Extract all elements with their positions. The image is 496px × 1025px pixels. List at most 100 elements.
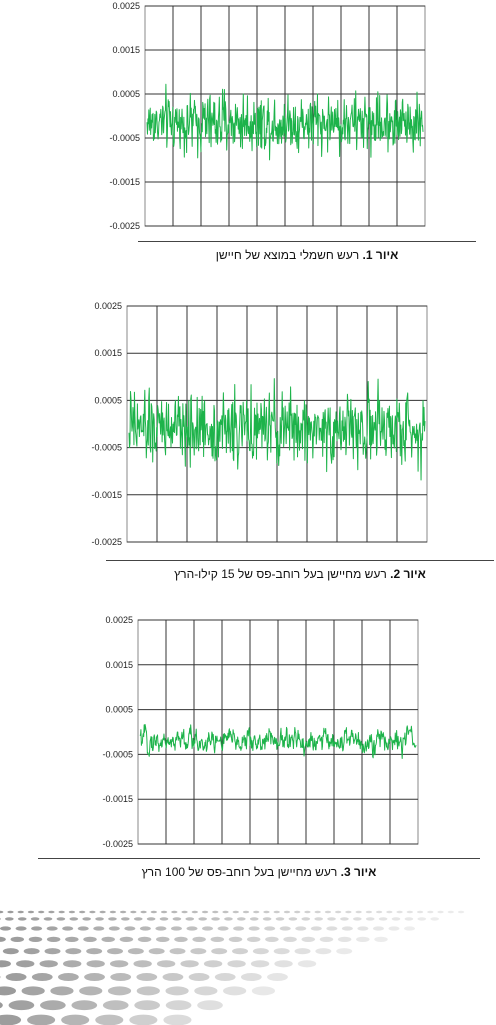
figure-1-caption-text: רעש חשמלי במוצא של חיישן xyxy=(215,248,363,262)
figure-1-rule xyxy=(138,241,476,242)
decor-dot xyxy=(314,910,321,914)
decor-dot xyxy=(4,917,14,921)
decor-dot xyxy=(275,917,285,921)
decor-dot xyxy=(63,960,82,968)
decor-dot xyxy=(17,917,27,921)
decor-dot xyxy=(192,936,206,942)
decorative-dot-pattern xyxy=(0,910,465,1025)
decor-dot xyxy=(21,986,45,996)
decor-dot xyxy=(217,926,229,931)
decor-dot xyxy=(353,917,362,921)
decor-dot xyxy=(40,1000,66,1011)
decor-dot xyxy=(71,1000,98,1011)
figure-3-caption-lead: איור 3. xyxy=(340,865,377,879)
decor-dot xyxy=(121,917,130,921)
decor-dot xyxy=(203,960,223,968)
decor-dot xyxy=(403,926,416,931)
decor-dot xyxy=(89,910,96,914)
decor-dot xyxy=(50,986,74,996)
decor-dot xyxy=(163,1014,192,1025)
decor-dot xyxy=(69,917,79,921)
decor-dot xyxy=(39,960,58,968)
decor-dot xyxy=(211,948,228,955)
y-tick-label: -0.0015 xyxy=(91,490,122,500)
decor-dot xyxy=(171,910,178,914)
decor-dot xyxy=(136,973,158,982)
decor-dot xyxy=(406,910,413,914)
decor-dot xyxy=(0,917,1,920)
decor-dot xyxy=(310,926,322,931)
decor-dot xyxy=(107,986,132,996)
decor-dot xyxy=(201,910,209,914)
decor-dot xyxy=(233,926,245,931)
decor-dot xyxy=(273,948,290,955)
decor-dot xyxy=(38,910,45,914)
decor-dot xyxy=(417,917,427,921)
decor-dot xyxy=(427,910,434,914)
decor-dot xyxy=(8,1000,35,1011)
decor-dot xyxy=(174,936,188,942)
decor-dot xyxy=(7,910,14,914)
decor-dot xyxy=(211,917,220,921)
decor-dot xyxy=(93,926,105,931)
decor-dot xyxy=(17,910,24,914)
decor-dot xyxy=(378,917,388,921)
decor-dot xyxy=(146,917,156,921)
decor-dot xyxy=(340,917,349,921)
decor-dot xyxy=(0,910,4,914)
decor-dot xyxy=(336,948,353,955)
decor-dot xyxy=(82,917,91,921)
decor-dot xyxy=(160,910,168,914)
decor-dot xyxy=(148,948,165,955)
figure-1-caption-lead: איור 1. xyxy=(362,248,399,262)
decor-dot xyxy=(155,926,167,931)
decor-dot xyxy=(109,960,129,968)
decor-dot xyxy=(376,910,383,914)
decor-dot xyxy=(165,1000,192,1011)
decor-dot xyxy=(139,926,151,931)
decor-dot xyxy=(0,960,11,968)
decor-dot xyxy=(295,926,307,931)
decor-dot xyxy=(365,910,372,914)
decor-dot xyxy=(301,936,316,942)
decor-dot xyxy=(388,926,400,931)
decor-dot xyxy=(227,960,246,968)
decor-dot xyxy=(134,1000,160,1011)
decor-dot xyxy=(194,986,218,996)
decor-dot xyxy=(0,1002,3,1009)
decor-dot xyxy=(224,917,233,921)
y-tick-label: -0.0005 xyxy=(91,443,122,453)
decor-dot xyxy=(58,973,79,982)
decor-dot xyxy=(181,910,188,914)
decor-dot xyxy=(457,910,465,914)
decor-dot xyxy=(279,926,291,931)
decor-dot xyxy=(48,910,55,914)
decor-dot xyxy=(240,973,262,982)
decor-dot xyxy=(263,910,270,914)
decor-dot xyxy=(232,948,249,955)
decor-dot xyxy=(283,936,297,942)
decor-dot xyxy=(140,910,147,914)
decor-dot xyxy=(355,910,362,914)
decor-dot xyxy=(345,910,352,914)
decor-dot xyxy=(109,910,116,914)
decor-dot xyxy=(31,973,53,982)
decor-dot xyxy=(335,910,342,914)
decor-dot xyxy=(222,910,229,914)
y-tick-label: 0.0015 xyxy=(94,348,122,358)
decor-dot xyxy=(416,910,424,914)
decor-dot xyxy=(391,917,401,921)
y-tick-label: -0.0025 xyxy=(109,221,140,231)
decor-dot xyxy=(136,986,160,996)
decor-dot xyxy=(5,973,27,982)
decor-dot xyxy=(264,926,276,931)
decor-dot xyxy=(101,936,115,942)
decor-dot xyxy=(297,960,317,968)
decor-dot xyxy=(102,1000,129,1011)
decor-dot xyxy=(437,910,444,914)
decor-dot xyxy=(79,910,86,914)
decor-dot xyxy=(58,910,65,914)
decor-dot xyxy=(30,917,40,921)
decor-dot xyxy=(23,948,40,955)
decor-dot xyxy=(150,910,157,914)
